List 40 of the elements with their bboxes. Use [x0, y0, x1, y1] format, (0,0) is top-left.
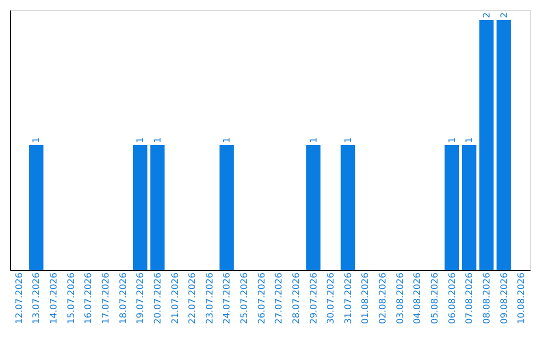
x-tick-label: 05.08.2026 [430, 272, 440, 324]
data-label: 1 [465, 137, 476, 143]
x-tick-label: 13.07.2026 [32, 272, 42, 324]
x-tick-label: 10.08.2026 [517, 272, 528, 324]
data-label: 1 [344, 137, 354, 143]
data-label: 2 [482, 12, 492, 18]
x-tick-label: 28.07.2026 [292, 272, 302, 324]
x-tick-label: 08.08.2026 [482, 272, 492, 324]
x-tick-label: 29.07.2026 [309, 272, 320, 324]
x-tick-label: 26.07.2026 [257, 272, 268, 324]
x-tick-label: 18.07.2026 [118, 272, 129, 324]
x-tick-label: 17.07.2026 [102, 272, 112, 324]
x-tick-label: 27.07.2026 [274, 272, 285, 324]
x-tick-label: 19.07.2026 [136, 272, 146, 324]
x-tick-label: 25.07.2026 [240, 272, 250, 324]
x-tick-label: 21.07.2026 [170, 272, 181, 324]
x-tick-label: 30.07.2026 [326, 272, 337, 324]
x-tick-label: 09.08.2026 [500, 272, 510, 324]
x-tick-label: 31.07.2026 [344, 272, 354, 324]
data-label: 1 [136, 137, 146, 143]
x-tick-label: 20.07.2026 [153, 272, 164, 324]
data-label: 1 [153, 137, 164, 143]
x-tick-label: 22.07.2026 [188, 272, 198, 324]
x-tick-label: 01.08.2026 [361, 272, 372, 324]
x-tick-label: 23.07.2026 [205, 272, 216, 324]
x-tick-label: 04.08.2026 [413, 272, 424, 324]
x-tick-label: 15.07.2026 [66, 272, 77, 324]
data-label: 2 [500, 12, 510, 18]
x-tick-label: 06.08.2026 [448, 272, 458, 324]
x-tick-label: 07.08.2026 [465, 272, 476, 324]
x-tick-label: 24.07.2026 [222, 272, 233, 324]
x-tick-label: 14.07.2026 [50, 272, 60, 324]
data-label: 1 [32, 137, 42, 143]
data-label: 1 [309, 137, 320, 143]
x-tick-label: 02.08.2026 [378, 272, 389, 324]
data-label: 1 [448, 137, 458, 143]
x-tick-label: 12.07.2026 [14, 272, 25, 324]
data-label: 1 [222, 137, 233, 143]
x-tick-label: 03.08.2026 [396, 272, 406, 324]
x-tick-label: 16.07.2026 [84, 272, 94, 324]
